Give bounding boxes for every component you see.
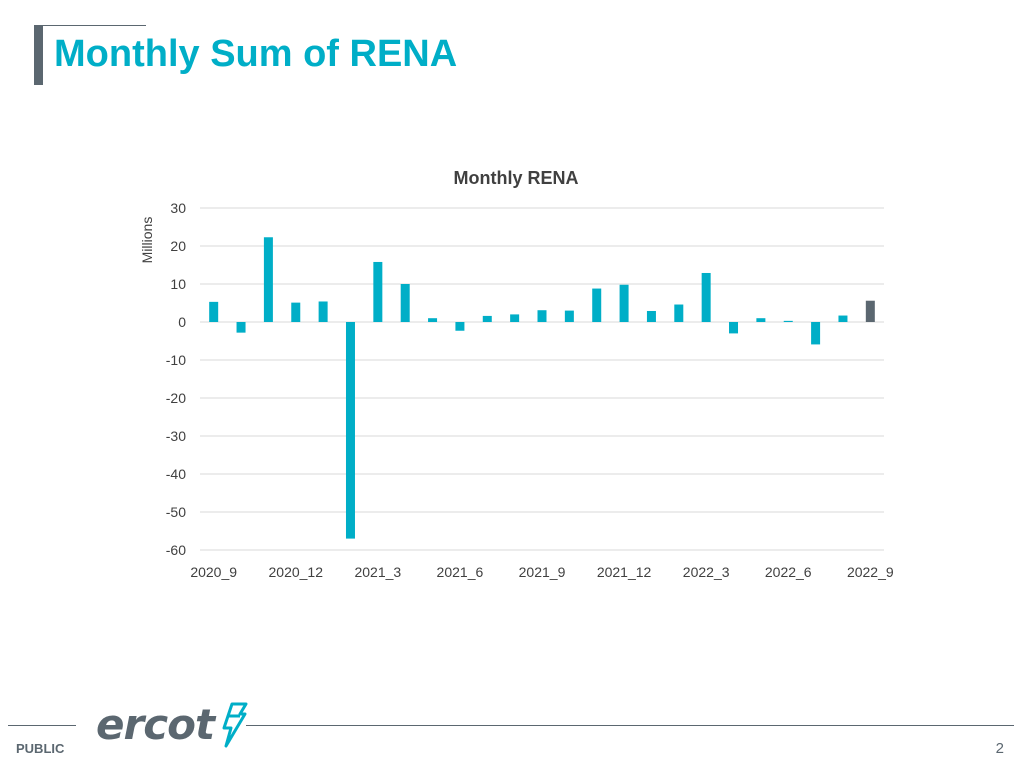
chart-title: Monthly RENA [454,168,579,188]
y-tick-label: -10 [166,352,186,368]
bars [209,237,875,539]
bar-2021_1 [318,301,328,322]
bar-2022_6 [783,320,793,322]
ercot-logo: ercot [96,702,248,748]
y-tick-label: 10 [170,276,186,292]
bar-chart: Monthly RENA Millions 30 20 10 0 -10 -20 -30 -4… [139,168,894,580]
y-tick-label: 0 [178,314,186,330]
bar-2021_12 [619,284,629,322]
bar-2022_2 [674,304,684,322]
bar-2022_7 [811,322,821,345]
footer-divider-left [8,725,76,726]
title-accent-bar [34,25,43,85]
footer-divider-right [246,725,1014,726]
y-tick-label: 20 [170,238,186,254]
y-tick-label: -30 [166,428,186,444]
x-tick-label: 2021_9 [519,564,566,580]
x-tick-label: 2021_12 [597,564,652,580]
x-tick-label: 2021_3 [354,564,401,580]
bar-2020_11 [263,237,273,322]
public-label: PUBLIC [16,741,65,756]
x-tick-label: 2021_6 [437,564,484,580]
logo-wordmark: ercot [96,700,215,749]
bar-2021_4 [400,284,410,322]
bar-2020_9 [209,301,219,322]
bar-2021_5 [428,318,438,322]
bar-2020_10 [236,322,246,333]
slide-title: Monthly Sum of RENA [54,33,458,75]
x-tick-label: 2020_9 [190,564,237,580]
bar-2021_11 [592,288,602,322]
y-tick-label: -40 [166,466,186,482]
x-tick-label: 2020_12 [269,564,324,580]
bar-2021_10 [564,310,574,322]
x-tick-label: 2022_6 [765,564,812,580]
bar-2021_3 [373,261,383,322]
page-number: 2 [995,740,1004,757]
bar-2021_8 [510,314,520,322]
lightning-bolt-icon [222,702,248,748]
y-tick-label: -20 [166,390,186,406]
bar-2022_4 [729,322,739,334]
title-accent-line [34,25,146,26]
y-tick-label: 30 [170,200,186,216]
bar-2022_8 [838,315,848,322]
y-tick-labels: 30 20 10 0 -10 -20 -30 -40 -50 -60 [166,200,186,558]
bar-2021_2 [345,322,355,539]
y-tick-label: -50 [166,504,186,520]
bar-2022_5 [756,318,766,322]
bar-2020_12 [291,302,301,322]
grid-lines [200,207,884,551]
bar-2021_9 [537,310,547,322]
bar-2022_3 [701,272,711,322]
bar-2021_6 [455,322,465,331]
y-tick-label: -60 [166,542,186,558]
bar-2022_1 [646,310,656,322]
x-tick-label: 2022_9 [847,564,894,580]
bar-2022_9 [865,300,875,322]
y-axis-label: Millions [139,217,155,264]
x-tick-labels: 2020_9 2020_12 2021_3 2021_6 2021_9 2021_12 20… [190,564,894,580]
x-tick-label: 2022_3 [683,564,730,580]
bar-2021_7 [482,315,492,322]
